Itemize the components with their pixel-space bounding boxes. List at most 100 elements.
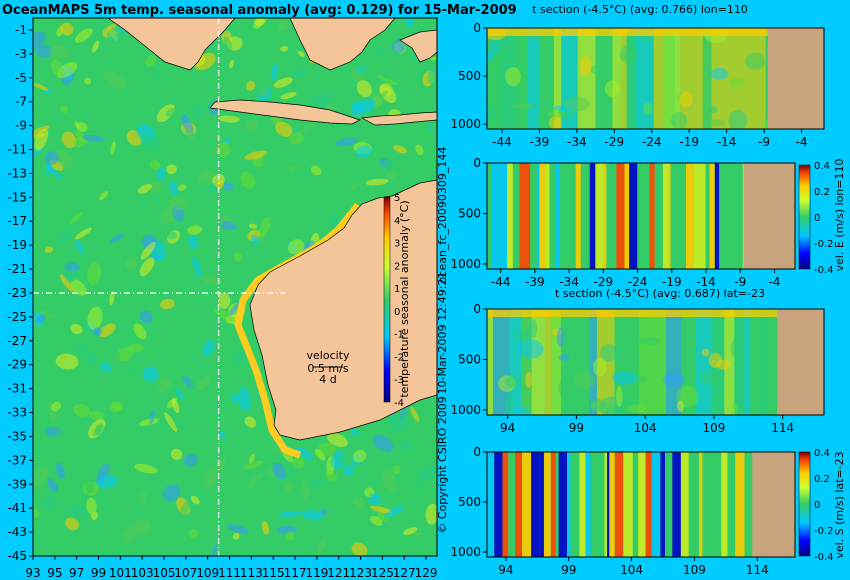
section-patch bbox=[638, 374, 647, 383]
section-column bbox=[709, 163, 715, 269]
map-land-java bbox=[209, 99, 361, 125]
anomaly-blob bbox=[43, 494, 55, 510]
anomaly-blob bbox=[410, 406, 420, 423]
section-surface-layer bbox=[487, 28, 824, 36]
section-column bbox=[550, 452, 556, 557]
map-x-tick-label: 115 bbox=[262, 566, 285, 580]
section-column bbox=[654, 163, 663, 269]
t-section-lon-land bbox=[767, 28, 824, 129]
anomaly-blob bbox=[70, 323, 83, 335]
map-x-tick-label: 127 bbox=[393, 566, 416, 580]
anomaly-blob bbox=[159, 298, 175, 310]
anomaly-blob bbox=[139, 133, 160, 151]
anomaly-blob bbox=[227, 301, 240, 319]
anomaly-blob bbox=[222, 475, 233, 490]
anomaly-blob bbox=[373, 48, 385, 56]
section-column bbox=[498, 163, 508, 269]
section-column bbox=[702, 452, 712, 557]
map-x-ticks: 93 95 97 99 10110310510710911111311511711912… bbox=[25, 556, 438, 580]
side-label-copyright: © Copyright CSIRO 2009 bbox=[436, 396, 449, 533]
anomaly-blob bbox=[214, 308, 235, 322]
anomaly-blob bbox=[137, 183, 152, 194]
section-column bbox=[724, 309, 735, 415]
map-x-tick-label: 121 bbox=[327, 566, 350, 580]
anomaly-blob bbox=[214, 457, 226, 475]
section-patch bbox=[556, 327, 565, 348]
anomaly-blob bbox=[246, 119, 259, 133]
anomaly-blob bbox=[126, 486, 144, 499]
section-x-tick-label: 109 bbox=[703, 421, 726, 435]
map-colorbar-tick-label: -4 bbox=[394, 398, 404, 409]
anomaly-blob bbox=[74, 345, 87, 354]
anomaly-blob bbox=[378, 90, 388, 100]
section-column bbox=[616, 163, 625, 269]
section-patch bbox=[700, 369, 720, 386]
section-column bbox=[507, 163, 513, 269]
section-column bbox=[626, 452, 633, 557]
anomaly-blob bbox=[381, 487, 400, 507]
anomaly-blob bbox=[37, 337, 56, 356]
section-column bbox=[614, 452, 620, 557]
map-y-tick-label: -35 bbox=[7, 429, 27, 443]
vel-s-section-field bbox=[487, 452, 795, 557]
anomaly-blob bbox=[92, 40, 100, 53]
map-y-tick-label: -17 bbox=[7, 214, 27, 228]
section-column bbox=[567, 163, 576, 269]
anomaly-blob bbox=[188, 528, 199, 539]
section-column bbox=[744, 309, 751, 415]
anomaly-blob bbox=[93, 327, 102, 336]
section-column bbox=[634, 452, 639, 557]
section-column bbox=[611, 163, 617, 269]
anomaly-blob bbox=[382, 470, 397, 493]
vel-e-section-y-ticks: 0 500 1000 bbox=[450, 156, 487, 271]
anomaly-blob bbox=[55, 353, 79, 370]
map-y-tick-label: -13 bbox=[7, 166, 27, 180]
section-column bbox=[577, 28, 596, 129]
section-column bbox=[621, 309, 631, 415]
anomaly-blob bbox=[399, 121, 411, 139]
anomaly-blob bbox=[124, 257, 138, 270]
section-y-tick-label: 0 bbox=[473, 156, 481, 170]
anomaly-blob bbox=[352, 450, 367, 463]
section-patch bbox=[604, 80, 619, 98]
anomaly-blob bbox=[33, 31, 47, 50]
anomaly-blob bbox=[165, 107, 180, 118]
section-column bbox=[750, 309, 761, 415]
anomaly-blob bbox=[410, 462, 420, 485]
section-column bbox=[576, 309, 590, 415]
section-column bbox=[598, 452, 605, 557]
anomaly-blob bbox=[251, 234, 259, 246]
section-column bbox=[664, 452, 673, 557]
anomaly-blob bbox=[202, 82, 216, 94]
map-x-tick-label: 95 bbox=[47, 566, 62, 580]
anomaly-blob bbox=[383, 160, 402, 171]
section-column bbox=[717, 452, 722, 557]
section-column bbox=[651, 452, 661, 557]
anomaly-blob bbox=[122, 279, 132, 301]
section-x-tick-label: 94 bbox=[500, 421, 515, 435]
anomaly-blob bbox=[270, 63, 279, 81]
anomaly-blob bbox=[39, 310, 54, 320]
anomaly-blob bbox=[273, 77, 293, 88]
map-y-tick-label: -1 bbox=[15, 23, 27, 37]
section-column bbox=[502, 452, 509, 557]
anomaly-blob bbox=[288, 165, 297, 173]
section-column bbox=[604, 452, 608, 557]
map-x-tick-label: 109 bbox=[196, 566, 219, 580]
map-x-tick-label: 129 bbox=[415, 566, 438, 580]
anomaly-blob bbox=[216, 180, 225, 189]
section-y-tick-label: 0 bbox=[473, 21, 481, 35]
anomaly-blob bbox=[162, 484, 181, 502]
map-y-tick-label: -29 bbox=[7, 358, 27, 372]
anomaly-blob bbox=[139, 257, 155, 277]
section-x-tick-label: -4 bbox=[768, 275, 780, 289]
anomaly-blob bbox=[243, 460, 264, 470]
t-section-lat-land bbox=[777, 309, 824, 415]
anomaly-blob bbox=[164, 412, 177, 432]
anomaly-blob bbox=[104, 71, 126, 89]
vel-e-section-frame bbox=[486, 162, 796, 270]
anomaly-blob bbox=[125, 85, 137, 99]
section-patch bbox=[487, 106, 496, 121]
anomaly-blob bbox=[425, 503, 437, 525]
map-colorbar-tick-label: -1 bbox=[394, 330, 404, 341]
